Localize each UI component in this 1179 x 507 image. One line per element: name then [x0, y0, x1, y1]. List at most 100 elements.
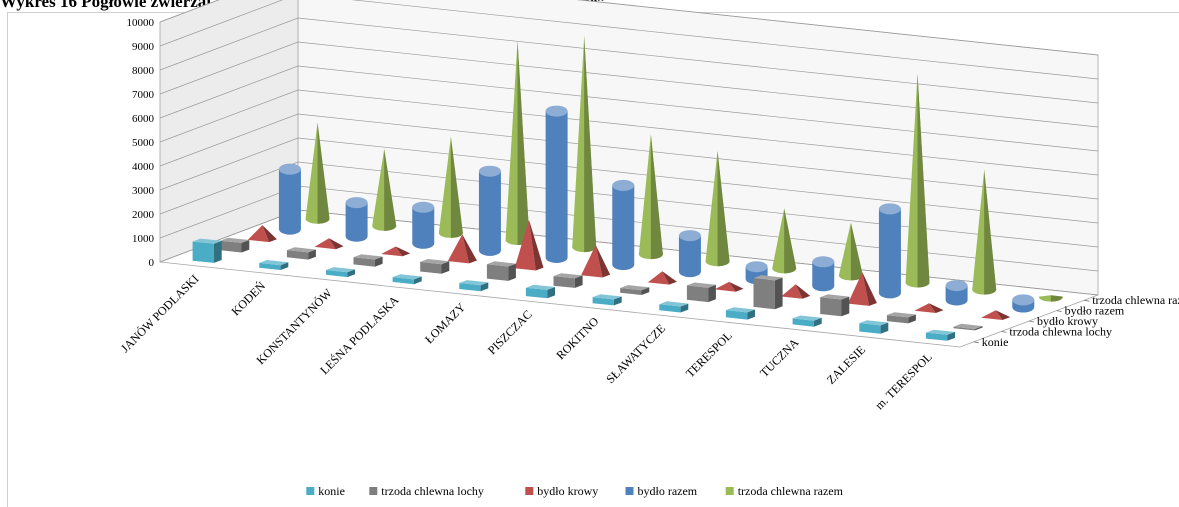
bar-konie-10 [859, 320, 889, 334]
x-tick-label: TUCZNA [757, 335, 802, 380]
bar-trzoda-chlewna-razem-11 [1038, 295, 1063, 302]
x-tick-label: SŁAWATYCZE [603, 321, 668, 386]
bar-trzoda-chlewna-lochy-10 [886, 312, 916, 324]
legend-label: trzoda chlewna razem [738, 484, 844, 498]
bar-bydło-razem-3 [478, 165, 501, 256]
x-tick-label: ŁOMAZY [422, 300, 468, 346]
x-tick-label: KONSTANTYNÓW [253, 285, 335, 367]
bar-trzoda-chlewna-lochy-6 [620, 285, 650, 295]
bar-konie-11 [925, 329, 955, 341]
x-tick-label: m. TERESPOL [872, 350, 935, 413]
bar-bydło-krowy-3 [447, 234, 477, 264]
x-tick-label: PISZCZAC [485, 307, 535, 357]
gridline [159, 0, 1099, 80]
legend-label: trzoda chlewna lochy [381, 484, 484, 498]
gridline [159, 65, 1099, 152]
bar-trzoda-chlewna-lochy-1 [286, 247, 316, 260]
bar-bydło-razem-8 [812, 256, 835, 292]
bar-trzoda-chlewna-lochy-5 [553, 273, 583, 288]
bar-trzoda-chlewna-razem-5 [638, 134, 663, 260]
bar-trzoda-chlewna-lochy-9 [820, 294, 850, 317]
bar-bydło-razem-10 [945, 280, 968, 306]
bar-bydło-razem-6 [678, 230, 701, 278]
bar-bydło-krowy-6 [647, 271, 677, 285]
x-tick-label: LEŚNA PODLASKA [317, 293, 401, 377]
gridline [159, 89, 1099, 176]
legend-swatch [725, 487, 734, 495]
legend-label: konie [318, 484, 345, 498]
legend-swatch [625, 487, 634, 495]
bar-bydło-krowy-1 [314, 238, 344, 250]
gridline [159, 161, 1099, 248]
bar-konie-9 [792, 315, 822, 327]
depth-tick [973, 341, 979, 344]
gridline [159, 0, 1099, 56]
y-tick-label: 2000 [132, 209, 155, 221]
series-axis-label: trzoda chlewna razem [1092, 293, 1179, 307]
depth-tick [1028, 320, 1035, 323]
y-tick-label: 3000 [132, 185, 155, 197]
legend-swatch [306, 487, 315, 495]
legend-swatch [525, 487, 534, 495]
series-axis-label: konie [982, 335, 1009, 349]
bar-trzoda-chlewna-lochy-0 [220, 237, 250, 253]
bar-trzoda-chlewna-lochy-3 [420, 259, 450, 274]
bar-konie-4 [459, 280, 489, 292]
bar-bydło-razem-11 [1012, 294, 1035, 313]
y-tick-label: 5000 [132, 137, 155, 149]
bar-trzoda-chlewna-razem-8 [838, 222, 863, 281]
x-tick-label: ZALESIE [824, 343, 868, 387]
bar-konie-8 [725, 307, 755, 320]
bar-konie-1 [259, 260, 289, 270]
bar-bydło-razem-1 [345, 197, 368, 242]
bar-trzoda-chlewna-razem-7 [772, 208, 797, 274]
series-axis-label: trzoda chlewna lochy [1009, 324, 1112, 338]
bar-bydło-krowy-8 [781, 284, 811, 299]
bar-bydło-krowy-7 [714, 281, 744, 292]
gridline [159, 41, 1099, 128]
bar-trzoda-chlewna-razem-0 [305, 122, 330, 224]
depth-tick [1056, 310, 1062, 312]
x-tick-label: KODEŃ [229, 279, 269, 319]
bar-bydło-razem-9 [878, 203, 901, 299]
y-tick-label: 7000 [132, 89, 155, 101]
bar-trzoda-chlewna-lochy-2 [353, 254, 383, 267]
bar-konie-2 [325, 267, 355, 278]
bar-bydło-krowy-4 [514, 219, 544, 271]
series-axis-label: bydło krowy [1037, 314, 1098, 328]
gridline [159, 137, 1099, 224]
bar-trzoda-chlewna-razem-9 [905, 73, 930, 288]
bar-bydło-krowy-0 [247, 225, 277, 243]
bar-bydło-razem-0 [278, 163, 301, 235]
bar-konie-5 [525, 284, 555, 299]
bar-bydło-razem-4 [545, 105, 568, 263]
gridline [159, 113, 1099, 200]
bar-trzoda-chlewna-razem-6 [705, 150, 730, 267]
bar-trzoda-chlewna-lochy-11 [953, 323, 983, 331]
series-axis-label: bydło razem [1065, 304, 1125, 318]
bar-trzoda-chlewna-razem-10 [972, 169, 997, 295]
bar-trzoda-chlewna-razem-2 [438, 136, 463, 238]
y-tick-label: 10000 [127, 17, 155, 29]
legend-label: bydło krowy [537, 484, 598, 498]
y-tick-label: 8000 [132, 65, 155, 77]
bar-bydło-krowy-2 [381, 246, 411, 257]
bar-bydło-krowy-9 [847, 272, 877, 306]
x-tick-label: ROKITNO [553, 314, 601, 362]
bar-bydło-krowy-10 [914, 303, 944, 313]
bar-bydło-krowy-11 [981, 310, 1011, 320]
x-tick-label: JANÓW PODLASKI [118, 272, 202, 356]
legend-swatch [369, 487, 378, 495]
bar-trzoda-chlewna-lochy-4 [486, 261, 516, 281]
bar-trzoda-chlewna-lochy-7 [686, 282, 716, 303]
legend-label: bydło razem [638, 484, 698, 498]
bar-trzoda-chlewna-lochy-8 [753, 275, 783, 310]
y-tick-label: 6000 [132, 113, 155, 125]
x-tick-label: TERESPOL [683, 328, 735, 380]
y-tick-label: 0 [149, 257, 155, 269]
bar-trzoda-chlewna-razem-1 [372, 149, 397, 231]
gridline [159, 17, 1099, 104]
depth-tick [1001, 331, 1007, 333]
y-tick-label: 9000 [132, 41, 155, 53]
